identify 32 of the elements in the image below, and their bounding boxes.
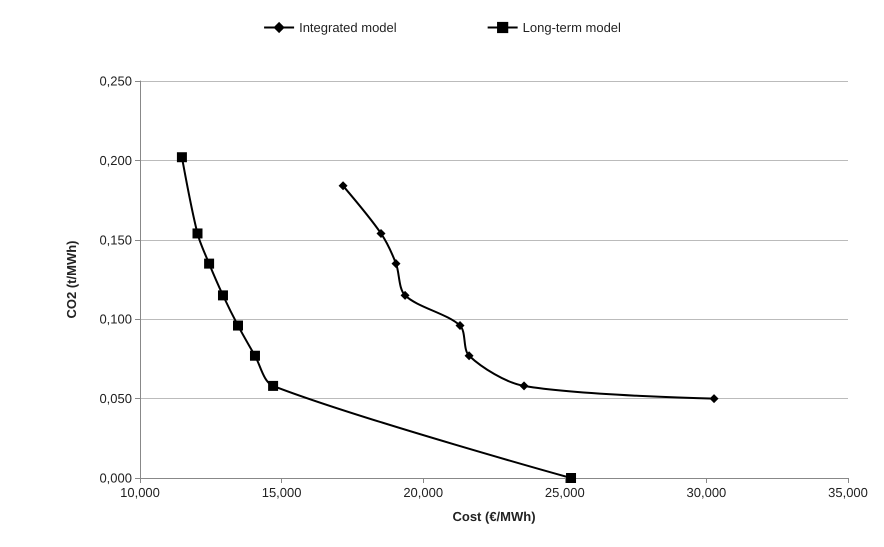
y-tick-label: 0,050 [99, 391, 132, 406]
point [710, 394, 719, 404]
y-tick-label: 0,000 [99, 470, 132, 486]
legend-label: Integrated model [299, 20, 397, 35]
x-tick-label: 10,000 [120, 485, 160, 500]
x-axis-title: Cost (€/MWh) [452, 509, 536, 524]
point [204, 258, 214, 269]
point [566, 473, 576, 483]
point [338, 181, 348, 190]
point [218, 290, 228, 300]
point [250, 350, 260, 361]
point [192, 228, 202, 238]
point [376, 228, 386, 238]
y-tick-label: 0,150 [99, 232, 132, 248]
x-tick-label: 25,000 [544, 485, 585, 500]
point [392, 259, 401, 268]
legend-label: Long-term model [522, 20, 622, 35]
x-tick-label: 20,000 [403, 485, 444, 500]
point [456, 321, 465, 330]
point [464, 351, 474, 360]
point [232, 320, 243, 331]
point [400, 290, 410, 300]
y-axis-title: CO2 (t/MWh) [64, 240, 79, 318]
x-tick-label: 35,000 [828, 485, 868, 500]
x-tick-label: 15,000 [262, 485, 302, 500]
point [268, 380, 278, 391]
y-tick-label: 0,100 [99, 312, 132, 327]
x-tick-label: 30,000 [686, 485, 726, 500]
point [176, 152, 187, 162]
point [520, 381, 529, 390]
y-tick-label: 0,200 [99, 152, 132, 168]
y-tick-label: 0,250 [99, 74, 132, 88]
